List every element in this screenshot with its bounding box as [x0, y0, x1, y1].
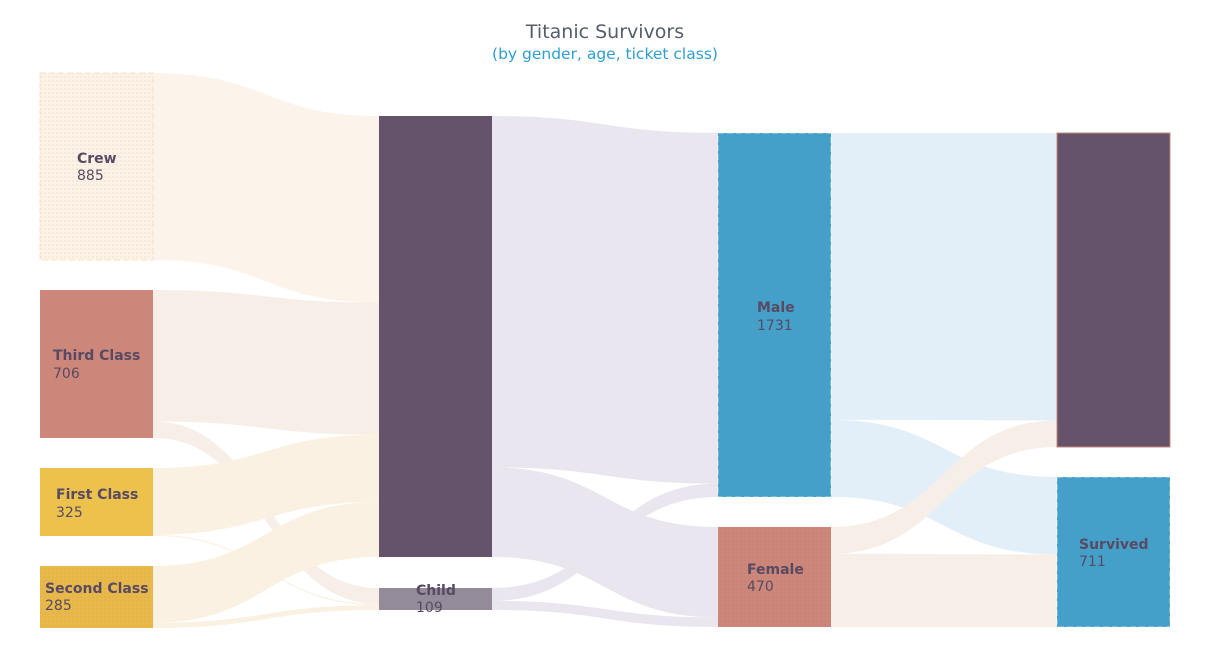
- node-first-name: First Class: [56, 487, 138, 503]
- node-crew-name: Crew: [77, 151, 117, 167]
- node-second-value: 285: [45, 598, 72, 614]
- link-male-to-died[interactable]: [831, 133, 1057, 421]
- node-died[interactable]: [1056, 132, 1171, 448]
- node-male-name: Male: [757, 300, 795, 316]
- node-female-name: Female: [747, 562, 804, 578]
- node-female-value: 470: [747, 579, 774, 595]
- node-male[interactable]: [717, 132, 832, 498]
- node-second-name: Second Class: [45, 581, 149, 597]
- link-female-to-died[interactable]: [831, 420, 1057, 554]
- link-crew-to-adult[interactable]: [153, 73, 379, 303]
- node-first-value: 325: [56, 505, 83, 521]
- node-child-name: Child: [416, 583, 456, 599]
- node-first[interactable]: [40, 468, 153, 536]
- link-adult-to-male[interactable]: [492, 116, 718, 484]
- node-third-value: 706: [53, 366, 80, 382]
- link-female-to-survived[interactable]: [831, 553, 1057, 627]
- node-male-value: 1731: [757, 318, 793, 334]
- link-second-to-adult[interactable]: [153, 501, 379, 623]
- node-survived-name: Survived: [1079, 537, 1149, 553]
- node-adult[interactable]: [379, 116, 492, 557]
- links-layer: [153, 73, 1057, 628]
- link-second-to-child[interactable]: [153, 605, 379, 628]
- link-child-to-male[interactable]: [492, 483, 718, 601]
- chart-subtitle: (by gender, age, ticket class): [492, 45, 718, 63]
- link-third-to-adult[interactable]: [153, 290, 379, 435]
- node-child-texture: [379, 588, 492, 610]
- node-survived[interactable]: [1056, 476, 1171, 628]
- chart-title: Titanic Survivors: [525, 21, 685, 43]
- link-child-to-female[interactable]: [492, 600, 718, 627]
- link-first-to-adult[interactable]: [153, 434, 379, 535]
- node-third[interactable]: [40, 290, 153, 438]
- node-child-value: 109: [416, 600, 443, 616]
- node-crew-value: 885: [77, 168, 104, 184]
- node-female-texture: [718, 527, 831, 627]
- node-survived-value: 711: [1079, 554, 1106, 570]
- node-crew-texture: [40, 73, 153, 260]
- nodes-layer: [39, 72, 1171, 628]
- node-third-name: Third Class: [53, 348, 140, 364]
- node-second-texture: [40, 566, 153, 628]
